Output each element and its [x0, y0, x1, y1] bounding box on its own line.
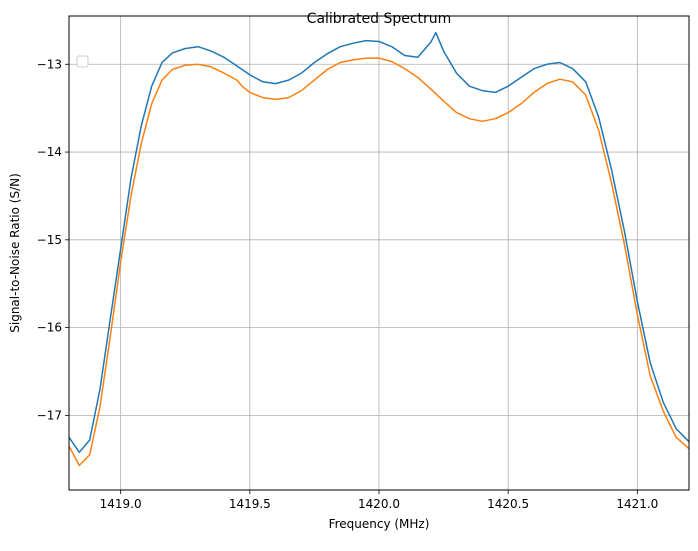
y-tick-label: −16 [37, 321, 62, 335]
y-tick-label: −17 [37, 408, 62, 422]
x-tick-label: 1419.0 [100, 497, 142, 511]
x-tick-label: 1421.0 [616, 497, 658, 511]
chart-title: Calibrated Spectrum [307, 11, 452, 27]
plot-lines [68, 31, 690, 467]
x-tick-label: 1420.5 [487, 497, 529, 511]
x-tick-label: 1420.0 [358, 497, 400, 511]
axis-ticks: 1419.0 1419.5 1420.0 1420.5 1421.0 −17 −16 −15 −… [37, 57, 659, 511]
y-tick-label: −15 [37, 233, 62, 247]
x-tick-label: 1419.5 [229, 497, 271, 511]
series-line-2 [68, 57, 690, 467]
x-axis-label: Frequency (MHz) [329, 517, 430, 531]
legend-box [76, 55, 89, 68]
y-axis-label: Signal-to-Noise Ratio (S/N) [8, 173, 22, 333]
y-tick-label: −13 [37, 57, 62, 71]
grid [69, 16, 689, 490]
y-tick-label: −14 [37, 145, 62, 159]
series-line-1 [68, 31, 690, 454]
